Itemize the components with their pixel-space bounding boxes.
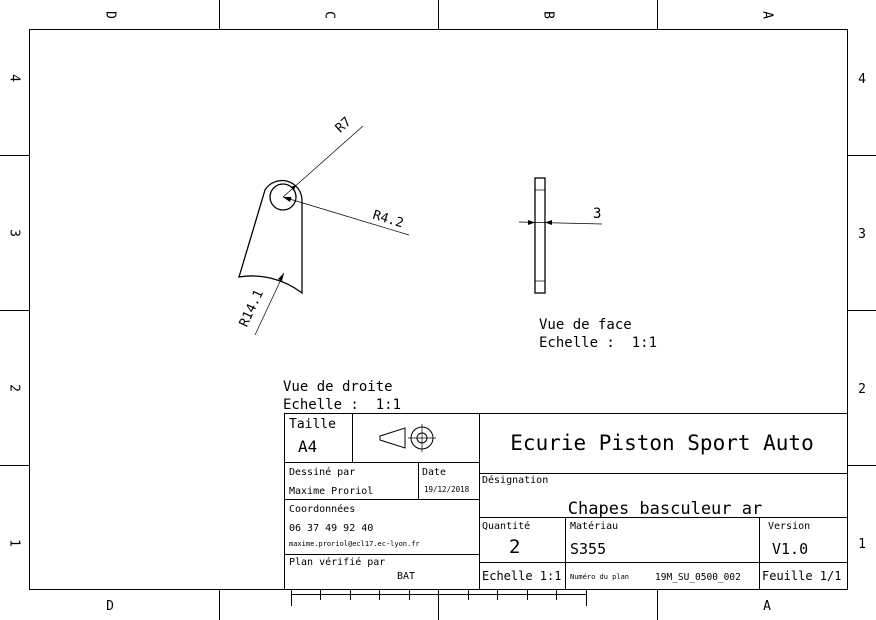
- material-value: S355: [570, 540, 606, 558]
- arrowhead: [291, 185, 296, 191]
- coordinates-label: Coordonnées: [289, 503, 355, 515]
- zone-label-top-c: C: [322, 11, 337, 19]
- sheet-value: Feuille 1/1: [762, 569, 841, 583]
- date-label: Date: [422, 467, 446, 478]
- dim-thickness: 3: [593, 206, 601, 222]
- plan-number-label: Numéro du plan: [570, 573, 629, 581]
- part-hole: [269, 183, 297, 211]
- zone-label-left-2: 2: [7, 384, 22, 392]
- plan-number-value: 19M_SU_0500_002: [655, 572, 741, 583]
- part-outline: [238, 179, 303, 295]
- checked-by-value: BAT: [397, 571, 415, 582]
- arrowhead: [528, 220, 535, 225]
- zone-label-bottom-a: A: [763, 599, 771, 614]
- leader-r4-2: [282, 196, 410, 236]
- leader-r14-1: [254, 272, 285, 336]
- zone-label-top-a: A: [760, 11, 775, 19]
- scale-value: Echelle 1:1: [482, 569, 561, 583]
- right-view-part: R7 R4.2 R14.1: [237, 115, 410, 336]
- arrowhead: [283, 197, 292, 202]
- date-value: 19/12/2018: [424, 485, 470, 494]
- email-address: maxime.proriol@ecl17.ec-lyon.fr: [289, 540, 420, 548]
- dim-r4-2: R4.2: [371, 208, 405, 231]
- face-view-name: Vue de face: [539, 317, 632, 333]
- zone-label-bottom-d: D: [106, 599, 114, 614]
- checked-by-label: Plan vérifié par: [289, 556, 385, 568]
- right-view-scale: Echelle : 1:1: [283, 397, 401, 413]
- plate-side: [534, 177, 546, 294]
- drawn-by-value: Maxime Proriol: [289, 486, 373, 497]
- drawn-by-label: Dessiné par: [289, 466, 355, 478]
- face-view-part: 3: [518, 177, 603, 294]
- face-view-scale: Echelle : 1:1: [539, 335, 657, 351]
- dim-r14-1: R14.1: [237, 288, 267, 330]
- quantity-label: Quantité: [482, 520, 530, 532]
- third-angle-projection-icon: [379, 424, 436, 452]
- zone-label-left-1: 1: [7, 539, 22, 547]
- leader-r7: [282, 125, 364, 198]
- zone-label-top-b: B: [541, 11, 556, 19]
- title-block: Taille A4 Ecurie Piston Sport Auto Dessi…: [284, 413, 848, 590]
- designation-label: Désignation: [482, 474, 548, 486]
- right-view-name: Vue de droite: [283, 379, 393, 395]
- version-value: V1.0: [772, 540, 808, 558]
- scale-ruler: [291, 590, 587, 606]
- company-name: Ecurie Piston Sport Auto: [510, 431, 813, 455]
- zone-label-right-4: 4: [858, 72, 866, 87]
- zone-label-left-4: 4: [7, 74, 22, 82]
- arrowhead: [545, 220, 552, 225]
- zone-label-right-1: 1: [858, 537, 866, 552]
- zone-label-top-d: D: [103, 11, 118, 19]
- zone-label-right-2: 2: [858, 382, 866, 397]
- arrowhead: [278, 273, 284, 281]
- designation-value: Chapes basculeur ar: [568, 499, 762, 519]
- zone-label-left-3: 3: [7, 229, 22, 237]
- zone-label-right-3: 3: [858, 227, 866, 242]
- quantity-value: 2: [509, 536, 520, 558]
- dim-r7: R7: [333, 115, 355, 137]
- size-value: A4: [298, 437, 317, 456]
- version-label: Version: [768, 521, 810, 532]
- material-label: Matériau: [570, 520, 618, 532]
- phone-number: 06 37 49 92 40: [289, 523, 373, 534]
- size-label: Taille: [289, 417, 336, 432]
